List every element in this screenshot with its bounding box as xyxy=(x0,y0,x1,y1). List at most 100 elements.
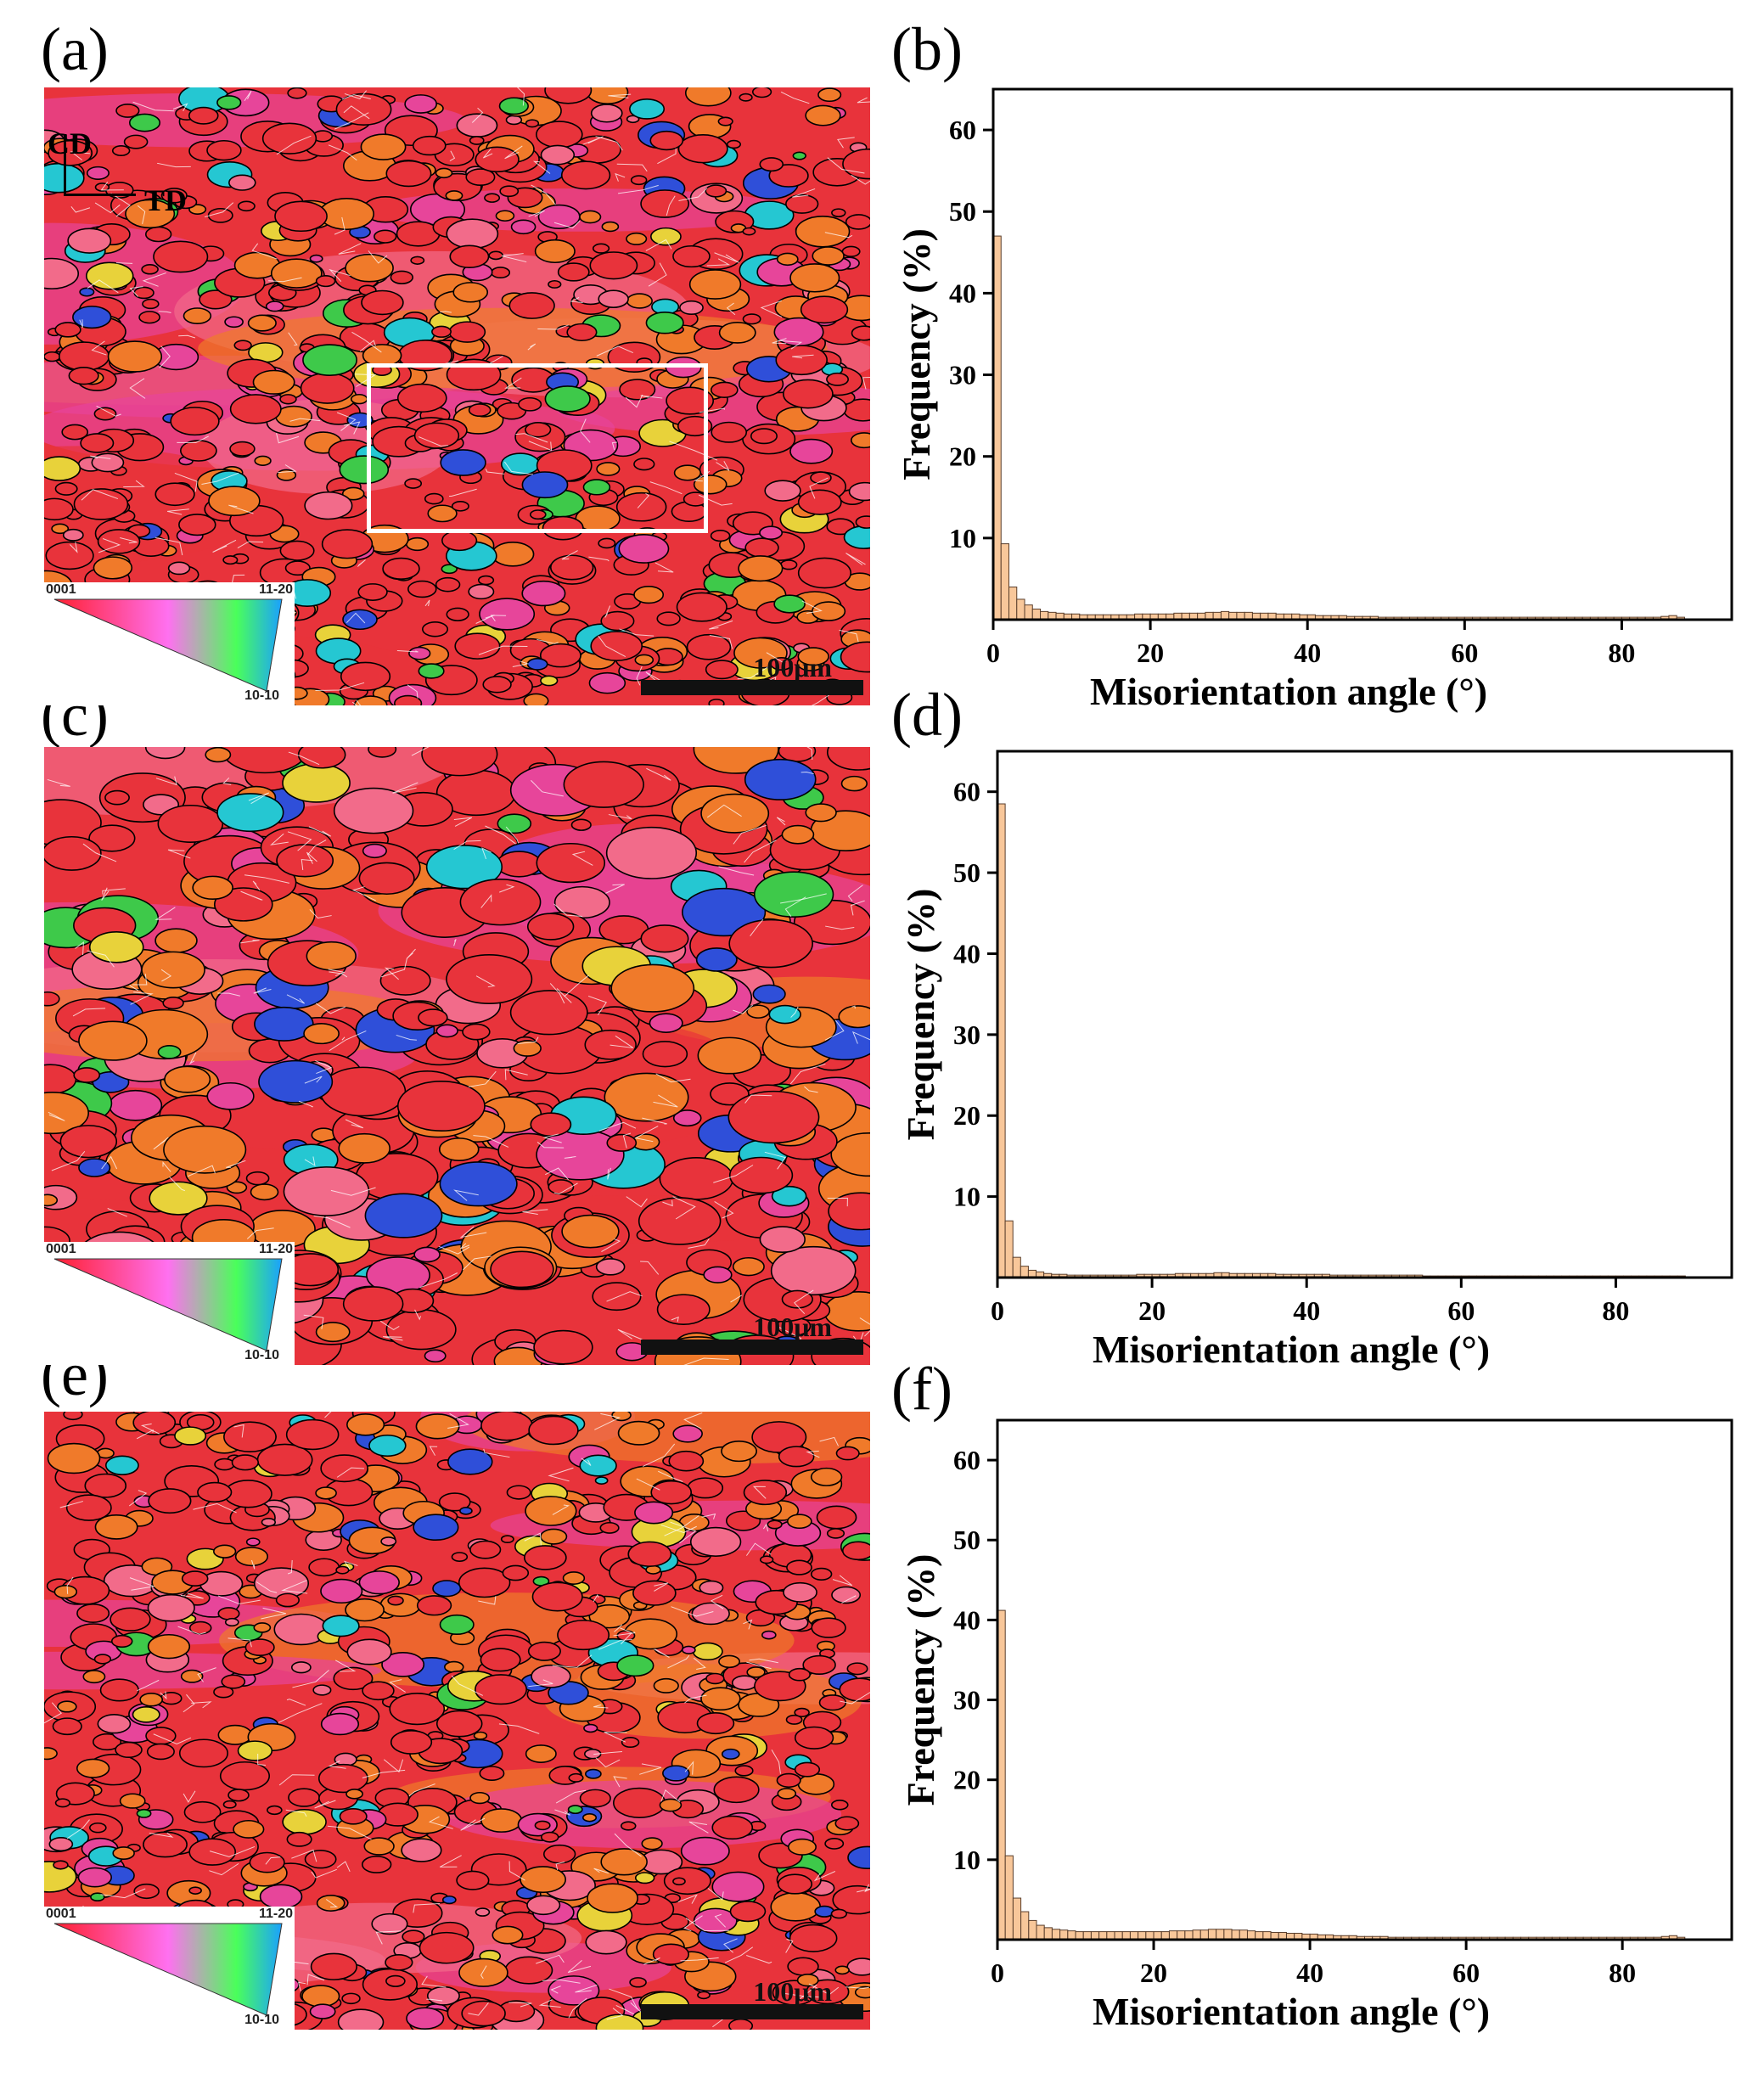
legend-11-20: 11-20 xyxy=(258,1907,293,1921)
y-tick-label: 60 xyxy=(949,115,976,145)
low-angle-boundary xyxy=(666,195,676,216)
grain xyxy=(596,462,621,476)
low-angle-boundary xyxy=(622,1132,632,1149)
grain xyxy=(310,1952,357,1980)
grain xyxy=(110,1607,151,1632)
grain xyxy=(691,1602,730,1626)
grain xyxy=(107,340,163,373)
low-angle-boundary xyxy=(790,1006,799,1018)
ipf-triangle xyxy=(53,598,283,692)
ipf-triangle xyxy=(53,1258,283,1351)
grain xyxy=(153,240,209,273)
grain xyxy=(537,204,581,229)
grain xyxy=(588,671,626,694)
grain xyxy=(638,1197,722,1245)
grain xyxy=(630,175,648,186)
grain xyxy=(364,1193,443,1238)
grain xyxy=(585,1929,627,1955)
low-angle-boundary xyxy=(160,969,172,982)
low-angle-boundary xyxy=(743,1619,753,1630)
grain xyxy=(432,1580,462,1598)
grain xyxy=(599,1521,620,1534)
grain xyxy=(44,835,102,871)
low-angle-boundary xyxy=(806,747,813,760)
low-angle-boundary xyxy=(375,1930,402,1945)
grain xyxy=(309,2003,336,2019)
low-angle-boundary xyxy=(343,105,370,120)
y-tick-label: 40 xyxy=(953,938,980,969)
grain xyxy=(711,1871,765,1902)
grain xyxy=(689,1526,742,1557)
grain xyxy=(600,610,635,632)
grain xyxy=(412,135,447,156)
grain xyxy=(475,146,520,173)
grain xyxy=(697,1991,711,2000)
plot-frame xyxy=(996,750,1733,1279)
histogram-bar xyxy=(1216,1929,1225,1941)
grain xyxy=(479,598,536,631)
grain xyxy=(97,1714,132,1734)
x-tick-label: 0 xyxy=(991,1957,1004,1988)
grain xyxy=(385,1974,406,1987)
grain xyxy=(224,316,244,329)
scale-bar xyxy=(641,2004,863,2019)
low-angle-boundary xyxy=(188,1052,197,1065)
grain xyxy=(285,1418,340,1451)
scale-label: 100μm xyxy=(753,652,832,682)
grain xyxy=(797,489,842,515)
grain xyxy=(617,1420,660,1446)
low-angle-boundary xyxy=(265,1856,281,1865)
grain xyxy=(469,1791,491,1805)
low-angle-boundary xyxy=(96,405,121,417)
grain xyxy=(686,633,732,660)
grain xyxy=(759,1226,806,1253)
grain xyxy=(237,1740,273,1761)
grain xyxy=(160,188,188,204)
grain xyxy=(385,160,432,188)
grain xyxy=(594,1476,609,1485)
low-angle-boundary xyxy=(598,1639,632,1650)
grain xyxy=(475,1907,491,1917)
low-angle-boundary xyxy=(288,751,320,766)
grain xyxy=(728,1156,794,1194)
grain xyxy=(213,1686,234,1699)
legend-10-10: 10-10 xyxy=(244,688,279,703)
low-angle-boundary xyxy=(548,1467,574,1482)
grain xyxy=(226,1181,248,1194)
grain xyxy=(157,804,224,843)
low-angle-boundary xyxy=(598,1121,637,1132)
grain xyxy=(178,514,216,536)
grain xyxy=(402,1929,425,1944)
low-angle-boundary xyxy=(524,1532,542,1546)
low-angle-boundary xyxy=(642,1117,667,1125)
grain xyxy=(85,261,134,290)
grain xyxy=(601,221,620,233)
grain xyxy=(811,601,846,621)
grain xyxy=(451,500,469,512)
grain xyxy=(358,862,415,896)
grain xyxy=(361,289,404,316)
grain xyxy=(51,523,70,535)
grain xyxy=(304,491,353,520)
grain xyxy=(656,1294,711,1325)
grain xyxy=(525,119,540,128)
low-angle-boundary xyxy=(706,804,742,818)
grain xyxy=(810,1467,843,1486)
grain xyxy=(424,1349,447,1363)
low-angle-boundary xyxy=(662,1199,673,1207)
low-angle-boundary xyxy=(209,1845,256,1857)
low-angle-boundary xyxy=(297,1981,306,1991)
low-angle-boundary xyxy=(648,262,667,287)
grain xyxy=(540,144,576,166)
grain xyxy=(346,1413,385,1436)
low-angle-boundary xyxy=(582,136,604,145)
y-axis-label: Frequency (%) xyxy=(895,228,938,480)
grain xyxy=(579,1454,617,1477)
low-angle-boundary xyxy=(222,777,232,785)
low-angle-boundary xyxy=(501,253,527,263)
grain xyxy=(589,251,638,280)
low-angle-boundary xyxy=(485,469,505,475)
grain xyxy=(770,657,793,671)
grain xyxy=(641,1837,663,1851)
